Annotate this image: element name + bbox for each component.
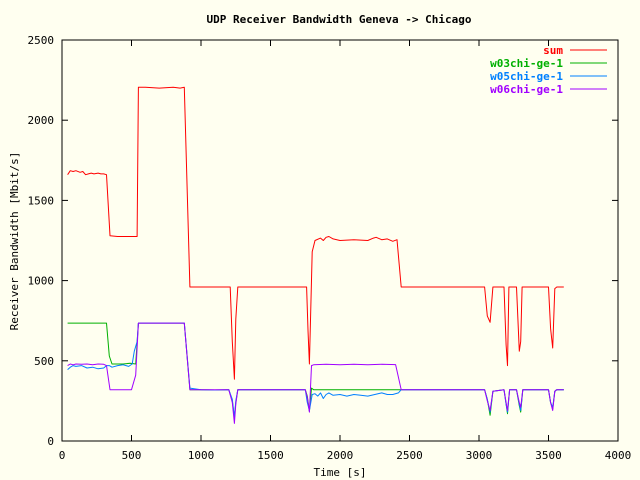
series-line-w06chi-ge-1	[67, 322, 564, 424]
y-axis-label: Receiver Bandwidth [Mbit/s]	[8, 152, 21, 331]
legend-label: w05chi-ge-1	[490, 70, 563, 83]
y-tick-label: 0	[47, 435, 54, 448]
legend-label: w06chi-ge-1	[490, 83, 563, 96]
x-tick-label: 3000	[466, 449, 493, 462]
y-tick-label: 500	[34, 355, 54, 368]
chart-title: UDP Receiver Bandwidth Geneva -> Chicago	[207, 13, 472, 26]
y-tick-label: 2000	[28, 114, 55, 127]
x-tick-label: 1000	[188, 449, 215, 462]
plot-frame	[61, 39, 619, 442]
x-tick-label: 2500	[396, 449, 423, 462]
series-lines	[67, 86, 564, 424]
x-tick-label: 3500	[535, 449, 562, 462]
y-tick-label: 1000	[28, 275, 55, 288]
legend-label: sum	[543, 44, 563, 57]
x-tick-label: 500	[122, 449, 142, 462]
x-axis-label: Time [s]	[314, 466, 367, 479]
y-axis-ticks: 0 500 1000 1500 2000 2500	[28, 34, 618, 448]
x-tick-label: 2000	[327, 449, 354, 462]
x-axis-ticks: 0 500 1000 1500 2000 2500 3000 3500 4000	[59, 40, 632, 462]
x-tick-label: 4000	[605, 449, 632, 462]
x-tick-label: 1500	[257, 449, 284, 462]
legend-label: w03chi-ge-1	[490, 57, 563, 70]
y-tick-label: 1500	[28, 194, 55, 207]
x-tick-label: 0	[59, 449, 66, 462]
y-tick-label: 2500	[28, 34, 55, 47]
series-line-sum	[67, 86, 564, 380]
